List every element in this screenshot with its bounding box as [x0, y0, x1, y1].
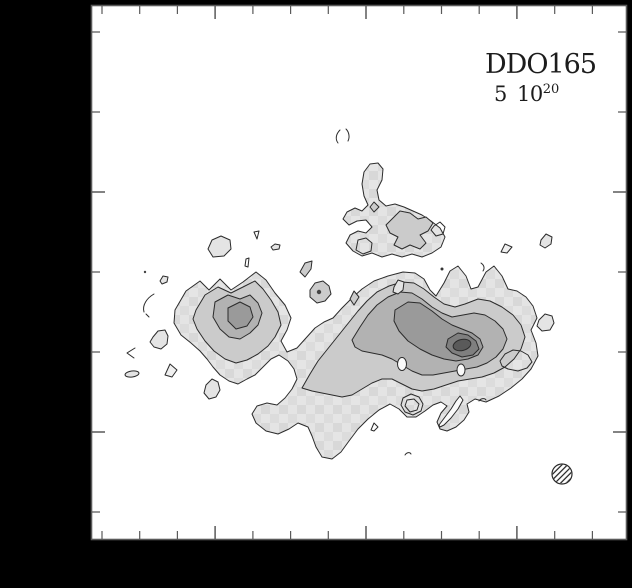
- island-center-dot: [316, 289, 322, 295]
- plot-area-bg: [91, 5, 627, 540]
- minor-ticks: [92, 6, 626, 539]
- speck-2: [440, 267, 444, 271]
- frame-box: [90, 4, 628, 541]
- northern-cloud-contours: [335, 128, 446, 258]
- island-east: [536, 313, 555, 332]
- speck-1: [143, 270, 147, 274]
- island-pentagon: [207, 235, 232, 258]
- tiny-dash-2: [404, 452, 412, 456]
- tiny-sliver: [244, 257, 250, 268]
- east-peninsula: [499, 349, 533, 372]
- density-exponent: 20: [542, 82, 560, 97]
- southern-knot-outer: [400, 393, 424, 416]
- southern-knot-core: [404, 398, 420, 413]
- main-body-contours: [173, 265, 539, 460]
- island-nw: [159, 275, 169, 285]
- island-contours: [124, 230, 555, 456]
- island-diamond-center: [349, 290, 360, 306]
- open-contour-parenthesis: [335, 128, 350, 144]
- island-triangle-west: [164, 363, 178, 378]
- tiny-wedge-2: [370, 422, 379, 432]
- east-peak-level6: [452, 338, 472, 352]
- north-spot-sw: [355, 237, 373, 255]
- island-sw: [203, 378, 221, 400]
- island-ellipse-west: [124, 370, 140, 378]
- tiny-dash-1: [270, 243, 281, 251]
- island-parallelogram: [299, 260, 313, 278]
- tiny-wedge-1: [253, 230, 260, 240]
- island-ne: [539, 233, 553, 249]
- southeast-white-wedge: [438, 395, 464, 428]
- island-mid: [392, 279, 405, 295]
- north-diamond: [369, 201, 380, 213]
- open-chevron-west: [126, 347, 136, 359]
- island-triangle-ne: [500, 243, 513, 254]
- white-hole-1: [397, 357, 407, 371]
- north-spot-ne: [430, 221, 446, 237]
- plot-frame: [90, 4, 628, 541]
- galaxy-title: DDO165: [485, 49, 597, 80]
- tiny-arc-se: [478, 398, 487, 402]
- island-west: [149, 329, 169, 350]
- contour-level-label: 5 1020: [494, 82, 559, 106]
- tiny-arc-ne: [480, 262, 485, 272]
- density-mantissa: 5 10: [494, 82, 543, 106]
- west-core-level4: [227, 301, 254, 330]
- major-ticks: [92, 6, 626, 539]
- open-arc-west: [143, 293, 155, 318]
- north-level2: [385, 210, 434, 250]
- white-hole-2: [456, 363, 466, 377]
- beam-icon: [551, 463, 573, 485]
